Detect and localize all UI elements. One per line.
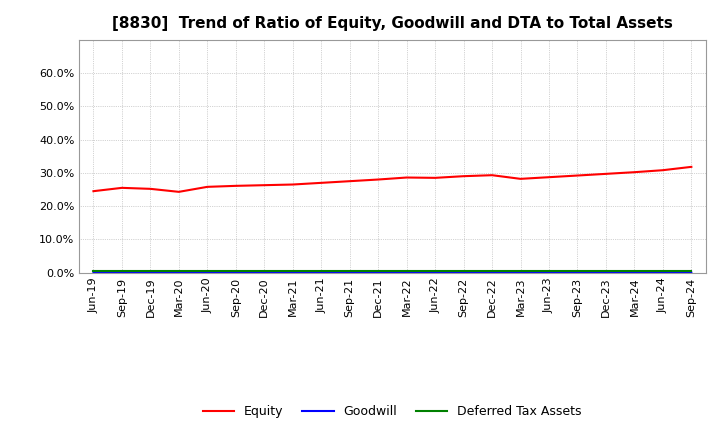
Goodwill bbox=[374, 270, 382, 275]
Equity bbox=[174, 189, 183, 194]
Deferred Tax Assets bbox=[630, 268, 639, 273]
Deferred Tax Assets bbox=[659, 268, 667, 273]
Goodwill bbox=[659, 270, 667, 275]
Goodwill bbox=[630, 270, 639, 275]
Goodwill bbox=[402, 270, 411, 275]
Deferred Tax Assets bbox=[459, 268, 468, 273]
Deferred Tax Assets bbox=[346, 268, 354, 273]
Goodwill bbox=[89, 270, 98, 275]
Goodwill bbox=[317, 270, 325, 275]
Goodwill bbox=[602, 270, 611, 275]
Goodwill bbox=[431, 270, 439, 275]
Equity bbox=[346, 179, 354, 184]
Equity bbox=[573, 173, 582, 178]
Equity bbox=[260, 183, 269, 188]
Equity bbox=[545, 175, 554, 180]
Goodwill bbox=[573, 270, 582, 275]
Goodwill bbox=[545, 270, 554, 275]
Equity bbox=[289, 182, 297, 187]
Deferred Tax Assets bbox=[402, 268, 411, 273]
Deferred Tax Assets bbox=[687, 268, 696, 273]
Goodwill bbox=[687, 270, 696, 275]
Deferred Tax Assets bbox=[545, 268, 554, 273]
Equity bbox=[402, 175, 411, 180]
Equity bbox=[317, 180, 325, 186]
Deferred Tax Assets bbox=[317, 268, 325, 273]
Deferred Tax Assets bbox=[174, 268, 183, 273]
Goodwill bbox=[232, 270, 240, 275]
Deferred Tax Assets bbox=[89, 268, 98, 273]
Deferred Tax Assets bbox=[146, 268, 155, 273]
Goodwill bbox=[346, 270, 354, 275]
Goodwill bbox=[459, 270, 468, 275]
Deferred Tax Assets bbox=[232, 268, 240, 273]
Equity bbox=[431, 175, 439, 180]
Goodwill bbox=[289, 270, 297, 275]
Equity bbox=[602, 171, 611, 176]
Deferred Tax Assets bbox=[289, 268, 297, 273]
Equity bbox=[374, 177, 382, 182]
Equity bbox=[659, 168, 667, 173]
Deferred Tax Assets bbox=[203, 268, 212, 273]
Deferred Tax Assets bbox=[374, 268, 382, 273]
Equity bbox=[516, 176, 525, 181]
Goodwill bbox=[203, 270, 212, 275]
Equity bbox=[459, 173, 468, 179]
Equity bbox=[89, 188, 98, 194]
Deferred Tax Assets bbox=[431, 268, 439, 273]
Deferred Tax Assets bbox=[117, 268, 126, 273]
Deferred Tax Assets bbox=[573, 268, 582, 273]
Deferred Tax Assets bbox=[260, 268, 269, 273]
Goodwill bbox=[117, 270, 126, 275]
Deferred Tax Assets bbox=[516, 268, 525, 273]
Equity bbox=[146, 186, 155, 191]
Equity bbox=[117, 185, 126, 191]
Equity bbox=[487, 172, 496, 178]
Goodwill bbox=[174, 270, 183, 275]
Deferred Tax Assets bbox=[602, 268, 611, 273]
Goodwill bbox=[260, 270, 269, 275]
Goodwill bbox=[146, 270, 155, 275]
Deferred Tax Assets bbox=[487, 268, 496, 273]
Goodwill bbox=[516, 270, 525, 275]
Equity bbox=[203, 184, 212, 190]
Legend: Equity, Goodwill, Deferred Tax Assets: Equity, Goodwill, Deferred Tax Assets bbox=[198, 400, 587, 423]
Equity bbox=[687, 164, 696, 169]
Title: [8830]  Trend of Ratio of Equity, Goodwill and DTA to Total Assets: [8830] Trend of Ratio of Equity, Goodwil… bbox=[112, 16, 672, 32]
Line: Equity: Equity bbox=[94, 167, 691, 192]
Equity bbox=[630, 169, 639, 175]
Equity bbox=[232, 183, 240, 188]
Goodwill bbox=[487, 270, 496, 275]
